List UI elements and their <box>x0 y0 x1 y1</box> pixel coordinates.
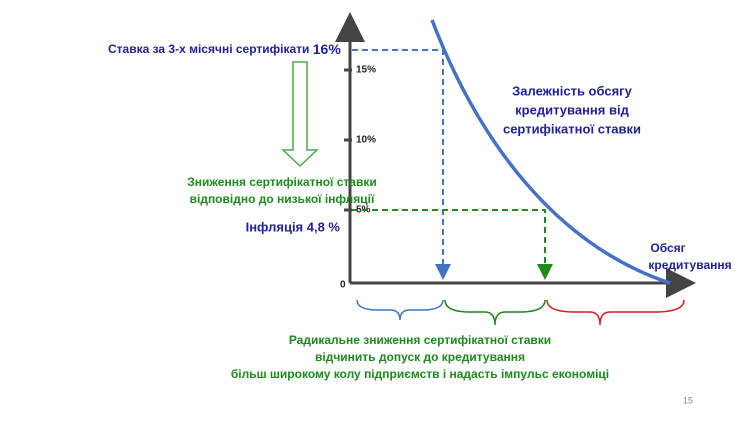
brace <box>444 299 546 326</box>
tick-label: 0 <box>340 280 346 291</box>
tick-label: 10% <box>356 135 376 146</box>
rate-guide <box>352 49 451 280</box>
x-axis-label: Обсяг <box>650 241 685 255</box>
brace <box>546 299 685 326</box>
curve-label: сертифікатної ставки <box>503 121 641 136</box>
curve-label: кредитування від <box>515 102 629 117</box>
conclusion: Радикальне зниження сертифікатної ставки <box>289 333 551 347</box>
page-number: 15 <box>683 395 693 405</box>
demand-curve <box>430 19 671 285</box>
conclusion: більш широкому колу підприємств і надаст… <box>231 367 609 381</box>
curve-label: Залежність обсягу <box>512 83 632 98</box>
brace <box>356 299 444 321</box>
tick-label: 15% <box>356 65 376 76</box>
inflation-label: Інфляція 4,8 % <box>246 219 341 234</box>
low-rate-guide <box>352 209 553 280</box>
down-arrow <box>281 61 319 168</box>
axis-ticks <box>344 68 352 212</box>
x-axis-label: кредитування <box>648 258 731 272</box>
rate-label: Ставка за 3-х місячні сертифікати 16% <box>108 41 341 57</box>
conclusion: відчинить допуск до кредитування <box>315 350 525 364</box>
reduction-label: відповідно до низької інфляції <box>190 192 375 206</box>
reduction-label: Зниження сертифікатної ставки <box>187 175 376 189</box>
